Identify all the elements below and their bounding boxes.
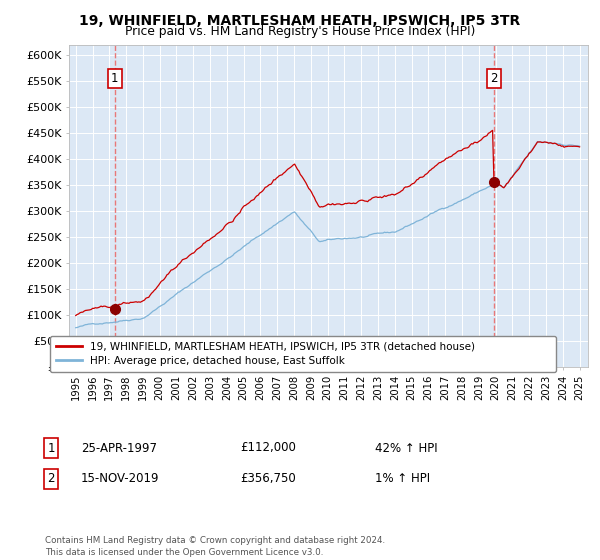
Text: 1% ↑ HPI: 1% ↑ HPI (375, 472, 430, 486)
Text: Price paid vs. HM Land Registry's House Price Index (HPI): Price paid vs. HM Land Registry's House … (125, 25, 475, 38)
Text: 25-APR-1997: 25-APR-1997 (81, 441, 157, 455)
Text: 1: 1 (111, 72, 118, 85)
Text: £356,750: £356,750 (240, 472, 296, 486)
Text: 2: 2 (490, 72, 497, 85)
Text: Contains HM Land Registry data © Crown copyright and database right 2024.
This d: Contains HM Land Registry data © Crown c… (45, 536, 385, 557)
Text: 19, WHINFIELD, MARTLESHAM HEATH, IPSWICH, IP5 3TR: 19, WHINFIELD, MARTLESHAM HEATH, IPSWICH… (79, 14, 521, 28)
Text: 1: 1 (47, 441, 55, 455)
Text: £112,000: £112,000 (240, 441, 296, 455)
Text: 15-NOV-2019: 15-NOV-2019 (81, 472, 160, 486)
Text: 2: 2 (47, 472, 55, 486)
Legend: 19, WHINFIELD, MARTLESHAM HEATH, IPSWICH, IP5 3TR (detached house), HPI: Average: 19, WHINFIELD, MARTLESHAM HEATH, IPSWICH… (50, 335, 556, 372)
Text: 42% ↑ HPI: 42% ↑ HPI (375, 441, 437, 455)
